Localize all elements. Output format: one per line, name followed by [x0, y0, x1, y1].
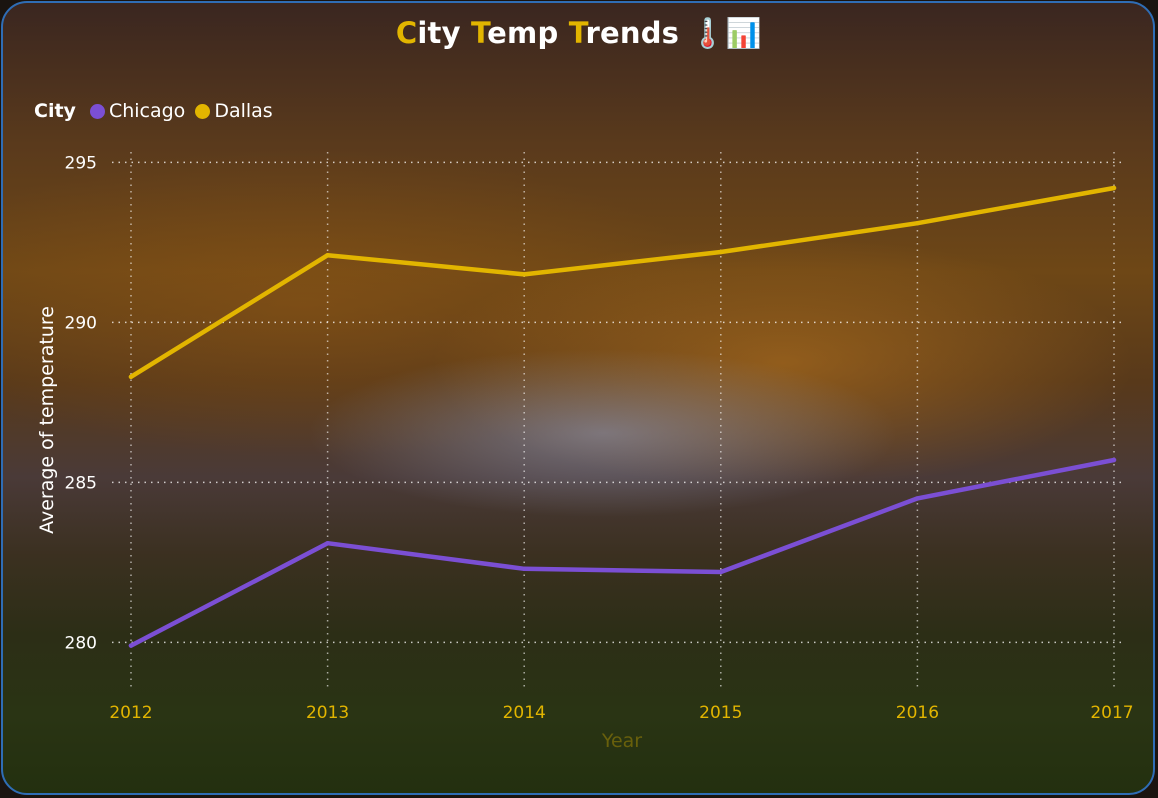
legend: City Chicago Dallas: [34, 98, 283, 124]
data-point-chicago[interactable]: [128, 643, 134, 648]
y-tick-label: 290: [65, 313, 97, 333]
title-part: ity: [417, 16, 472, 50]
data-point-dallas[interactable]: [1111, 185, 1117, 191]
data-point-chicago[interactable]: [1111, 457, 1117, 463]
x-tick-label: 2016: [896, 703, 939, 723]
y-tick-label: 285: [65, 473, 97, 493]
data-point-dallas[interactable]: [325, 253, 330, 258]
legend-item-dallas[interactable]: Dallas: [195, 100, 273, 122]
data-point-chicago[interactable]: [522, 566, 527, 571]
legend-title: City: [34, 100, 76, 122]
y-axis-label: Average of temperature: [36, 306, 58, 534]
series-lines: [128, 185, 1117, 648]
legend-item-chicago[interactable]: Chicago: [89, 100, 186, 122]
data-point-dallas[interactable]: [522, 272, 527, 277]
chart-title: City Temp Trends 🌡️📊: [0, 16, 1158, 51]
data-point-dallas[interactable]: [915, 221, 920, 226]
data-point-chicago[interactable]: [915, 496, 920, 501]
title-part: 🌡️📊: [689, 16, 763, 50]
legend-marker-dallas: [195, 103, 211, 119]
y-tick-label: 295: [65, 153, 97, 173]
data-point-chicago[interactable]: [718, 569, 723, 575]
x-axis-label: Year: [601, 730, 642, 752]
x-axis-ticks: 2012 2013 2014 2015 2016 2017: [109, 703, 1133, 723]
title-part: T: [568, 16, 586, 50]
data-point-chicago[interactable]: [325, 541, 330, 546]
data-point-dallas[interactable]: [718, 249, 723, 255]
y-tick-label: 280: [65, 633, 97, 653]
data-point-dallas[interactable]: [128, 374, 134, 379]
title-part: T: [471, 16, 488, 50]
legend-marker-chicago: [89, 103, 105, 119]
x-tick-label: 2014: [503, 703, 546, 723]
series-line-chicago[interactable]: [128, 457, 1117, 648]
gridlines: [112, 152, 1124, 690]
title-part: rends: [585, 16, 690, 50]
x-tick-label: 2017: [1090, 703, 1133, 723]
x-tick-label: 2015: [699, 703, 742, 723]
x-tick-label: 2013: [306, 703, 349, 723]
series-line-dallas[interactable]: [128, 185, 1117, 380]
legend-label-chicago: Chicago: [108, 100, 186, 122]
title-part: emp: [487, 16, 569, 50]
x-tick-label: 2012: [109, 703, 152, 723]
legend-label-dallas: Dallas: [214, 100, 273, 122]
y-axis-ticks: 280 285 290 295: [65, 153, 97, 653]
title-part: C: [395, 16, 418, 50]
